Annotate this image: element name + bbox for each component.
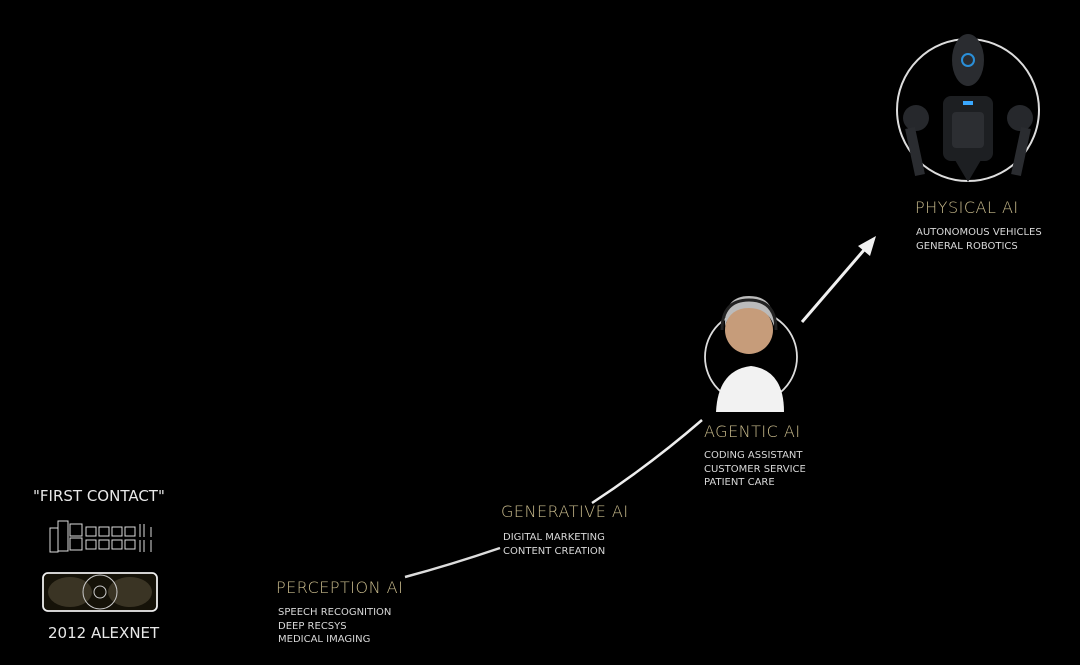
stage-title: AGENTIC AI bbox=[704, 422, 801, 441]
stage-item: DIGITAL MARKETING bbox=[503, 532, 605, 543]
stage-generative-ai: GENERATIVE AI DIGITAL MARKETING CONTENT … bbox=[501, 502, 629, 558]
stage-physical-ai: PHYSICAL AI AUTONOMOUS VEHICLES GENERAL … bbox=[915, 198, 1042, 253]
stage-item: MEDICAL IMAGING bbox=[278, 634, 371, 645]
alexnet-caption: 2012 ALEXNET bbox=[48, 624, 160, 642]
stage-item: CONTENT CREATION bbox=[503, 545, 606, 557]
stage-perception-ai: PERCEPTION AI SPEECH RECOGNITION DEEP RE… bbox=[276, 578, 403, 647]
stage-item: GENERAL ROBOTICS bbox=[916, 240, 1018, 252]
neural-network-icon bbox=[49, 520, 152, 553]
stage-item: CODING ASSISTANT bbox=[704, 450, 803, 461]
path-segment-3 bbox=[591, 419, 703, 505]
stage-title: PHYSICAL AI bbox=[915, 198, 1019, 217]
stage-item: PATIENT CARE bbox=[704, 477, 775, 488]
gpu-card-icon bbox=[42, 572, 158, 612]
stage-item: DEEP RECSYS bbox=[278, 620, 347, 632]
stage-item: CUSTOMER SERVICE bbox=[704, 463, 806, 475]
path-segment-4 bbox=[800, 249, 866, 323]
first-contact-caption: "FIRST CONTACT" bbox=[33, 487, 165, 505]
stage-title: PERCEPTION AI bbox=[276, 578, 404, 597]
stage-item: AUTONOMOUS VEHICLES bbox=[916, 227, 1042, 238]
arrow-head-icon bbox=[858, 236, 876, 256]
stage-agentic-ai: AGENTIC AI CODING ASSISTANT CUSTOMER SER… bbox=[704, 422, 806, 490]
path-segment-2 bbox=[404, 546, 501, 579]
humanoid-robot-icon bbox=[896, 34, 1040, 182]
stage-title: GENERATIVE AI bbox=[501, 502, 629, 521]
stage-item: SPEECH RECOGNITION bbox=[278, 607, 392, 618]
agent-avatar-icon bbox=[704, 296, 798, 412]
